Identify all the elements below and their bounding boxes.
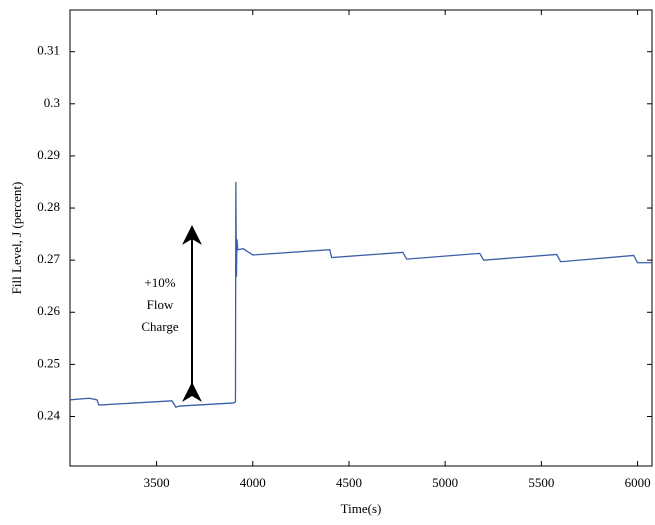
y-tick-label: 0.26 [37, 303, 60, 318]
x-tick-label: 3500 [144, 475, 170, 490]
annotation: +10% [144, 275, 175, 290]
y-tick-label: 0.27 [37, 251, 60, 266]
y-tick-label: 0.28 [37, 199, 60, 214]
x-tick-label: 5000 [432, 475, 458, 490]
x-tick-label: 5500 [528, 475, 554, 490]
x-tick-label: 4500 [336, 475, 362, 490]
x-tick-label: 6000 [625, 475, 651, 490]
plot-frame [69, 9, 653, 467]
y-tick-label: 0.29 [37, 147, 60, 162]
y-tick-label: 0.3 [44, 95, 60, 110]
data-line [69, 181, 652, 408]
y-tick-label: 0.31 [37, 43, 60, 58]
y-tick-label: 0.25 [37, 355, 60, 370]
annotation: Flow [147, 297, 174, 312]
annotation: Charge [141, 319, 179, 334]
x-tick-label: 4000 [240, 475, 266, 490]
y-tick-label: 0.24 [37, 407, 60, 422]
x-axis-label: Time(s) [341, 501, 382, 516]
y-axis-label: Fill Level, J (percent) [9, 182, 24, 295]
